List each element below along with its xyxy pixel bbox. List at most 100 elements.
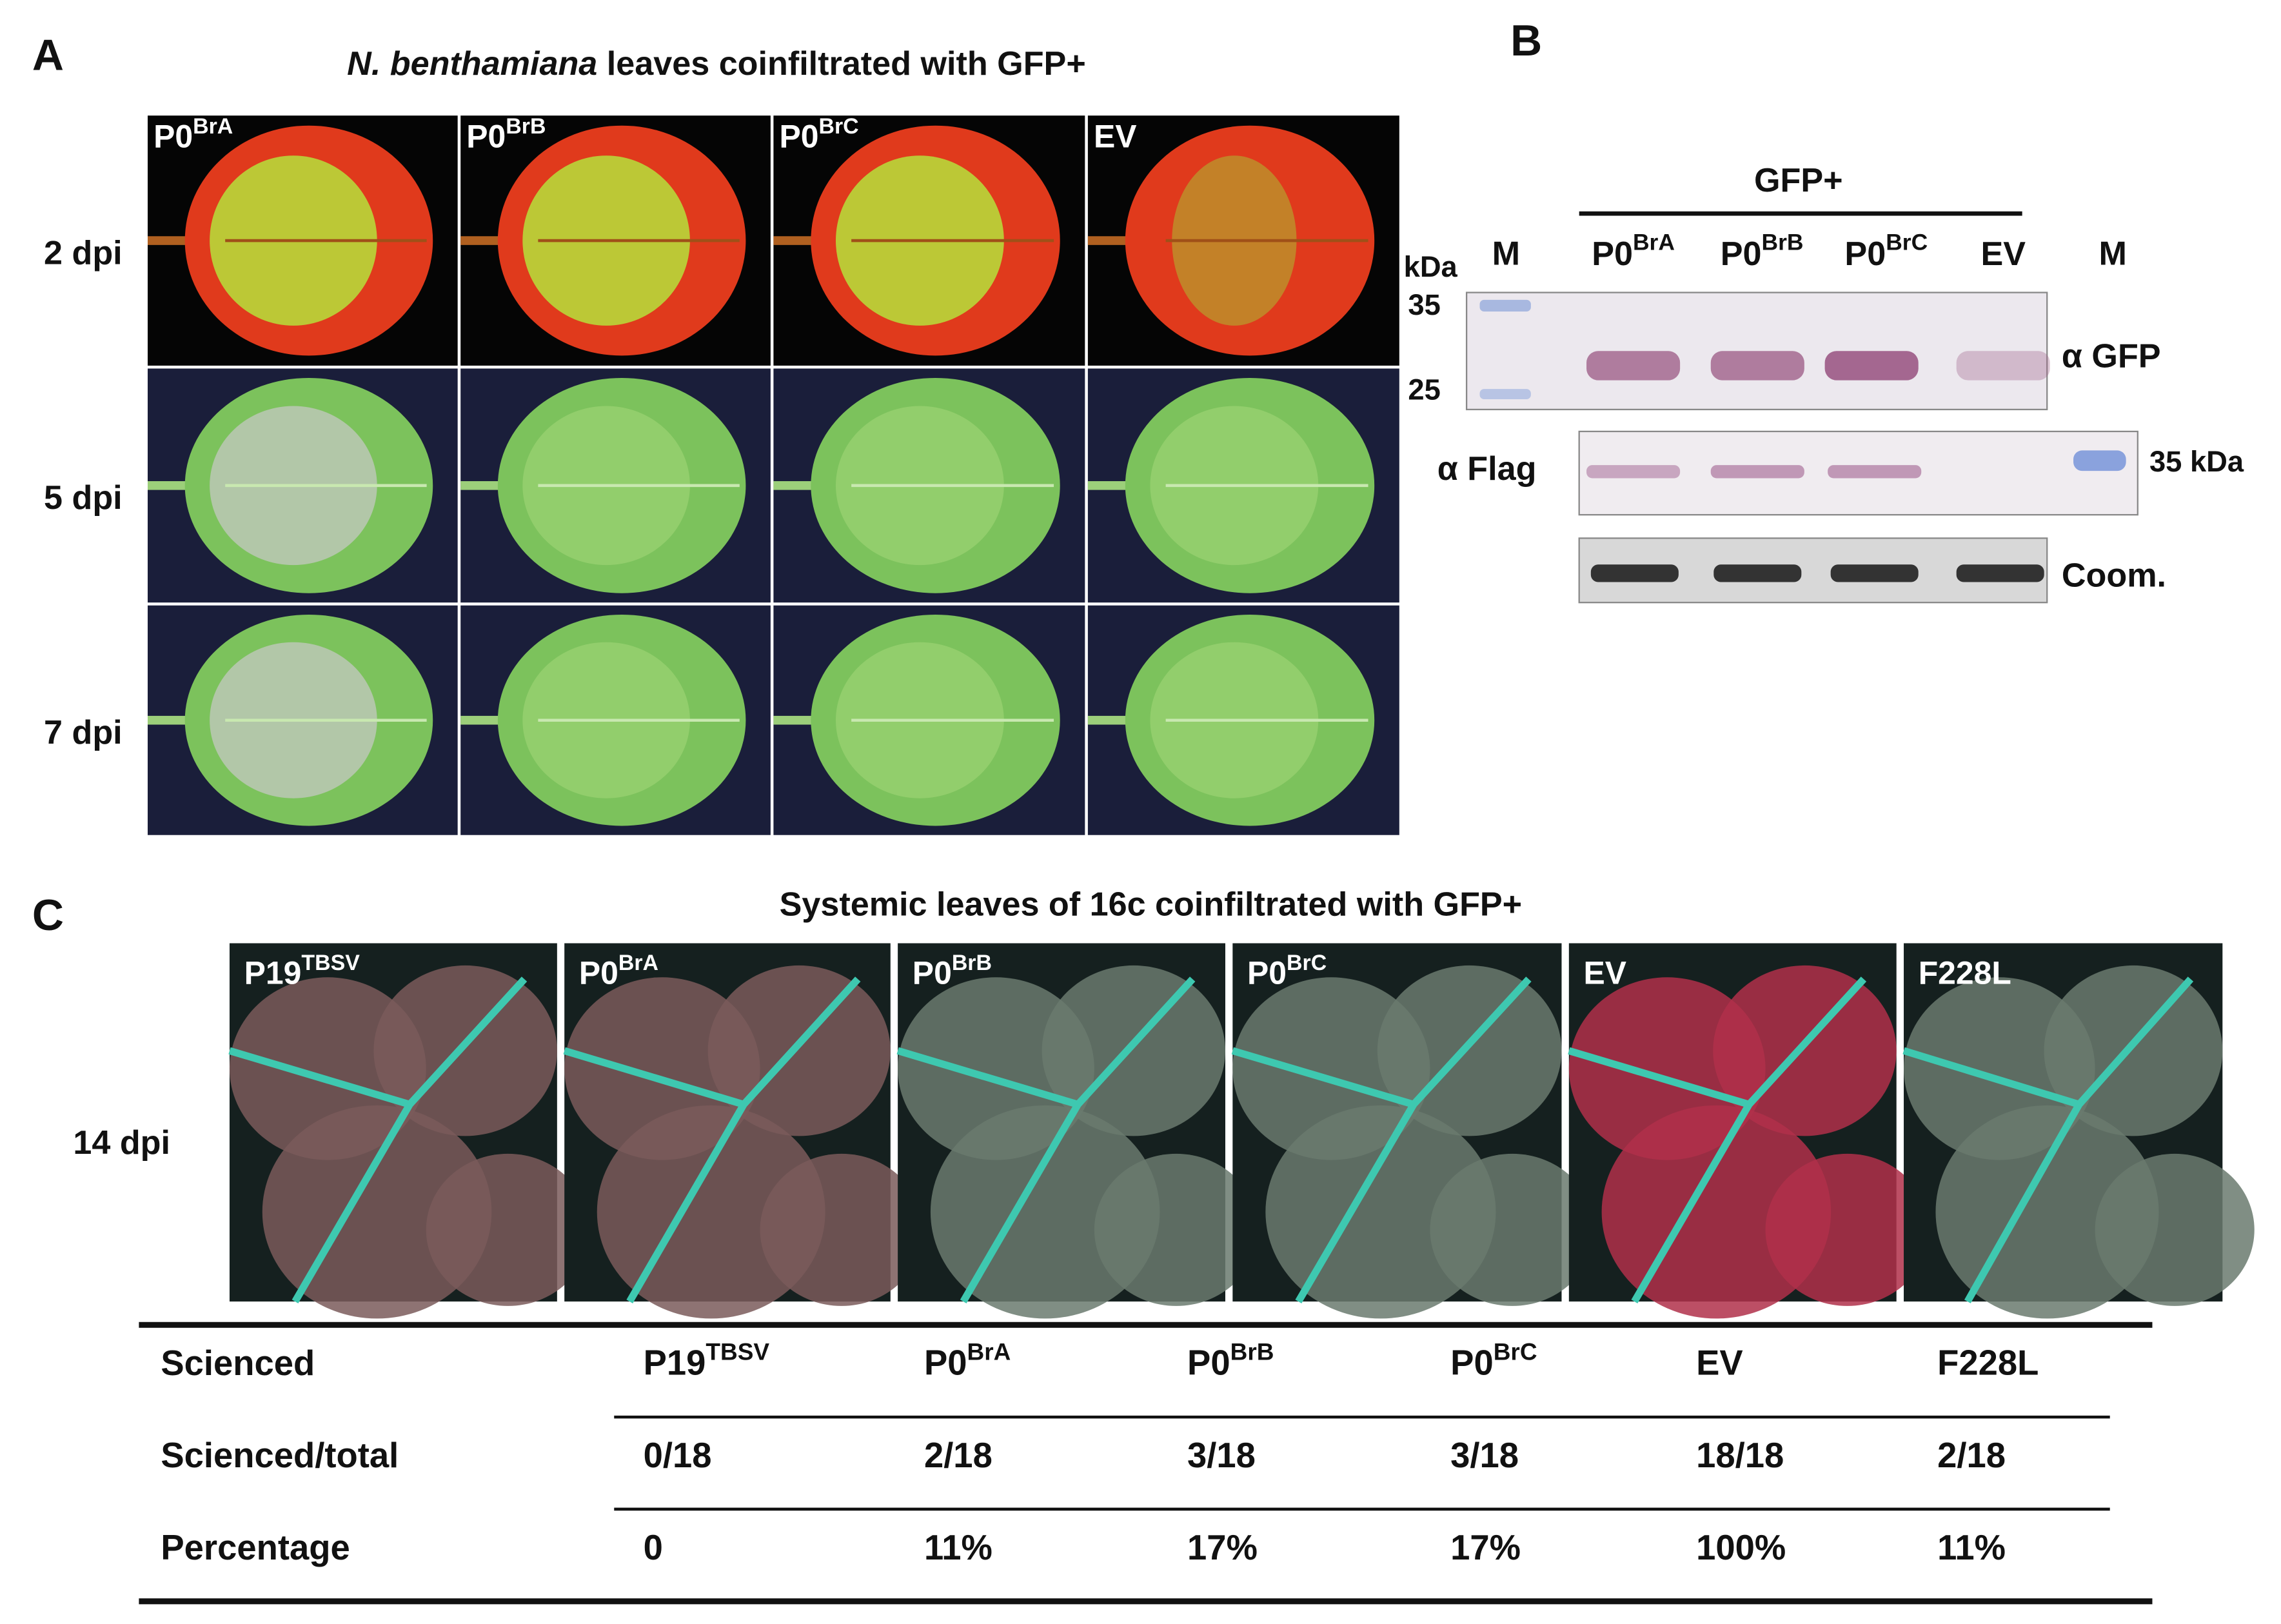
column-label: P0BrB [466,114,546,155]
leaf [1094,1153,1258,1306]
column-label: P0BrA [579,951,658,991]
column-label-base: P0 [1247,955,1287,991]
column-label: P0BrA [153,114,233,155]
table-header-sup: BrB [1230,1338,1274,1365]
lane-label: M [1492,235,1520,273]
marker-band [1479,299,1531,312]
leaf [1430,1153,1595,1306]
lane-label: P0BrC [1844,230,1928,273]
leaf [2095,1153,2255,1306]
panel-letter: A [32,31,64,80]
size-marker: 35 kDa [2149,445,2244,478]
column-label-base: EV [1583,955,1626,991]
column-label-sup: BrB [506,114,546,139]
band [1590,564,1679,582]
group-label: GFP+ [1754,162,1843,199]
lane-label: EV [1980,235,2026,273]
table-header-base: P0 [1187,1343,1230,1383]
column-label-base: F228L [1919,955,2011,991]
table-header: P19TBSV [644,1338,770,1383]
band [1586,351,1681,381]
column-label: P0BrC [779,114,858,155]
size-marker: 35 [1408,288,1440,321]
table-header-sup: BrA [967,1338,1011,1365]
column-label-base: P19 [244,955,302,991]
row-label: Percentage [161,1528,350,1567]
table-header: F228L [1937,1343,2039,1383]
band [1830,564,1919,582]
blot-label: α Flag [1437,450,1537,488]
column-label-base: P0 [779,119,818,155]
table-cell: 3/18 [1450,1436,1519,1475]
table-header-base: P19 [644,1343,706,1383]
table-header-base: EV [1696,1343,1743,1383]
leaf [426,1153,590,1306]
table-header-sup: TBSV [706,1338,769,1365]
stem [1902,976,2194,1303]
row-label: 7 dpi [44,714,123,751]
leaf [760,1153,923,1306]
lane-label-sup: BrC [1886,230,1928,255]
table-header: P0BrC [1450,1338,1537,1383]
column-label-base: P0 [466,119,506,155]
column-label-base: P0 [153,119,193,155]
band [1710,465,1804,479]
table-header-base: P0 [924,1343,967,1383]
table-cell: 11% [924,1528,992,1567]
column-label: P0BrC [1247,951,1327,991]
marker-band [1479,389,1531,400]
table-cell: 11% [1937,1528,2006,1567]
lane-label: M [2099,235,2127,273]
table-cell: 0/18 [644,1436,712,1475]
column-label-sup: TBSV [301,951,360,975]
column-label: EV [1583,955,1626,991]
column-label-sup: BrC [1287,951,1327,975]
table-cell: 2/18 [924,1436,992,1475]
stem [1231,976,1532,1303]
band [1713,564,1802,582]
column-label: EV [1094,119,1137,155]
table-cell: 18/18 [1696,1436,1784,1475]
lane-label: P0BrA [1592,230,1675,273]
table-header: P0BrB [1187,1338,1274,1383]
band [1586,465,1681,479]
lane-label-sup: BrB [1761,230,1803,255]
panel-title: Systemic leaves of 16c coinfiltrated wit… [780,886,1523,924]
stem [896,976,1196,1303]
blot-label: α GFP [2062,337,2161,375]
column-label: P19TBSV [244,951,360,991]
table-header: P0BrA [924,1338,1011,1383]
lane-label-base: P0 [1592,235,1633,273]
row-label: 5 dpi [44,479,123,517]
column-label: P0BrB [913,951,992,991]
band [1956,351,2050,381]
table-header: Scienced [161,1343,315,1383]
stem [228,976,528,1303]
table-header-sup: BrC [1494,1338,1537,1365]
row-label: 2 dpi [44,234,123,272]
lane-label-sup: BrA [1633,230,1675,255]
panel-letter: B [1510,16,1542,65]
leaf [1765,1153,1930,1306]
band [1710,351,1804,381]
stem [563,976,861,1303]
band [1956,564,2044,582]
blot-label: Coom. [2062,557,2166,594]
column-label-sup: BrA [618,951,658,975]
lane-label-base: P0 [1844,235,1886,273]
column-label-base: EV [1094,119,1137,155]
table-cell: 17% [1187,1528,1258,1567]
panel-title: N. benthamiana leaves coinfiltrated with… [347,45,1086,83]
lane-label-base: P0 [1721,235,1762,273]
column-label-base: P0 [579,955,618,991]
stem [1568,976,1867,1303]
size-marker: 25 [1408,373,1440,406]
table-header-base: P0 [1450,1343,1494,1383]
column-label-sup: BrB [952,951,992,975]
column-label-sup: BrA [193,114,233,139]
table-header-base: F228L [1937,1343,2039,1383]
title-italic: N. benthamiana [347,45,597,83]
table-cell: 17% [1450,1528,1521,1567]
marker-band [2073,450,2126,471]
